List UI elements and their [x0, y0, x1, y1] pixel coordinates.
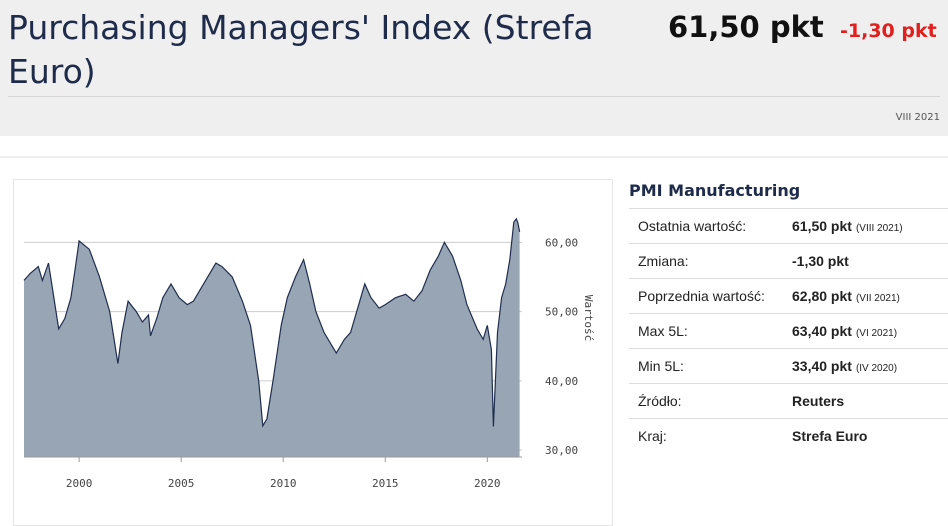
row-label: Źródło: — [638, 393, 682, 409]
row-value: 61,50 pkt — [792, 218, 852, 234]
row-label: Min 5L: — [638, 358, 684, 374]
x-tick-label: 2005 — [168, 477, 195, 490]
row-value-cell: 62,80 pkt (VII 2021) — [792, 288, 900, 304]
row-label: Zmiana: — [638, 253, 689, 269]
x-tick-label: 2010 — [270, 477, 297, 490]
page-title: Purchasing Managers' Index (Strefa Euro) — [8, 8, 594, 91]
x-tick-label: 2020 — [474, 477, 501, 490]
row-value-cell: Strefa Euro — [792, 428, 867, 444]
table-row: Ostatnia wartość: 61,50 pkt (VIII 2021) — [629, 208, 948, 243]
row-note: (VII 2021) — [855, 293, 900, 304]
row-value-cell: 61,50 pkt (VIII 2021) — [792, 218, 903, 234]
table-row: Zmiana: -1,30 pkt — [629, 243, 948, 278]
info-table: Ostatnia wartość: 61,50 pkt (VIII 2021) Zmi… — [629, 208, 948, 453]
row-value-cell: Reuters — [792, 393, 844, 409]
x-tick-label: 2015 — [372, 477, 399, 490]
table-row: Źródło: Reuters — [629, 383, 948, 418]
row-value: 33,40 pkt — [792, 358, 852, 374]
row-value: 62,80 pkt — [792, 288, 852, 304]
row-value-cell: 33,40 pkt (IV 2020) — [792, 358, 897, 374]
table-row: Max 5L: 63,40 pkt (VI 2021) — [629, 313, 948, 348]
chart: 30,00 40,00 50,00 60,00 Wartość 2000 2005 2010 2… — [23, 217, 595, 490]
x-tick-label: 2000 — [66, 477, 93, 490]
divider — [0, 156, 948, 158]
table-row: Min 5L: 33,40 pkt (IV 2020) — [629, 348, 948, 383]
row-label: Ostatnia wartość: — [638, 218, 747, 234]
divider — [8, 96, 940, 97]
row-label: Max 5L: — [638, 323, 688, 339]
y-axis-label: Wartość — [582, 295, 595, 341]
row-value: -1,30 pkt — [792, 253, 849, 269]
date: VIII 2021 — [895, 112, 940, 123]
row-value-cell: 63,40 pkt (VI 2021) — [792, 323, 897, 339]
y-tick-label: 50,00 — [545, 306, 578, 319]
row-label: Poprzednia wartość: — [638, 288, 765, 304]
row-label: Kraj: — [638, 428, 667, 444]
line — [23, 217, 521, 428]
row-note: (VIII 2021) — [855, 223, 903, 234]
table-title: PMI Manufacturing — [629, 181, 801, 200]
change: -1,30 pkt — [840, 20, 937, 42]
y-tick-label: 60,00 — [545, 236, 578, 249]
row-value: Reuters — [792, 393, 845, 409]
row-value: 63,40 pkt — [792, 323, 852, 339]
current-value: 61,50 pkt — [668, 10, 824, 44]
area — [24, 218, 520, 457]
table-row: Poprzednia wartość: 62,80 pkt (VII 2021) — [629, 278, 948, 313]
y-tick-label: 30,00 — [545, 444, 578, 457]
row-note: (VI 2021) — [855, 328, 898, 339]
table-row: Kraj: Strefa Euro — [629, 418, 948, 453]
row-note: (IV 2020) — [855, 363, 898, 374]
row-value: Strefa Euro — [792, 428, 868, 444]
y-tick-label: 40,00 — [545, 375, 578, 388]
row-value-cell: -1,30 pkt — [792, 253, 849, 269]
header: Purchasing Managers' Index (Strefa Euro)… — [0, 0, 948, 136]
